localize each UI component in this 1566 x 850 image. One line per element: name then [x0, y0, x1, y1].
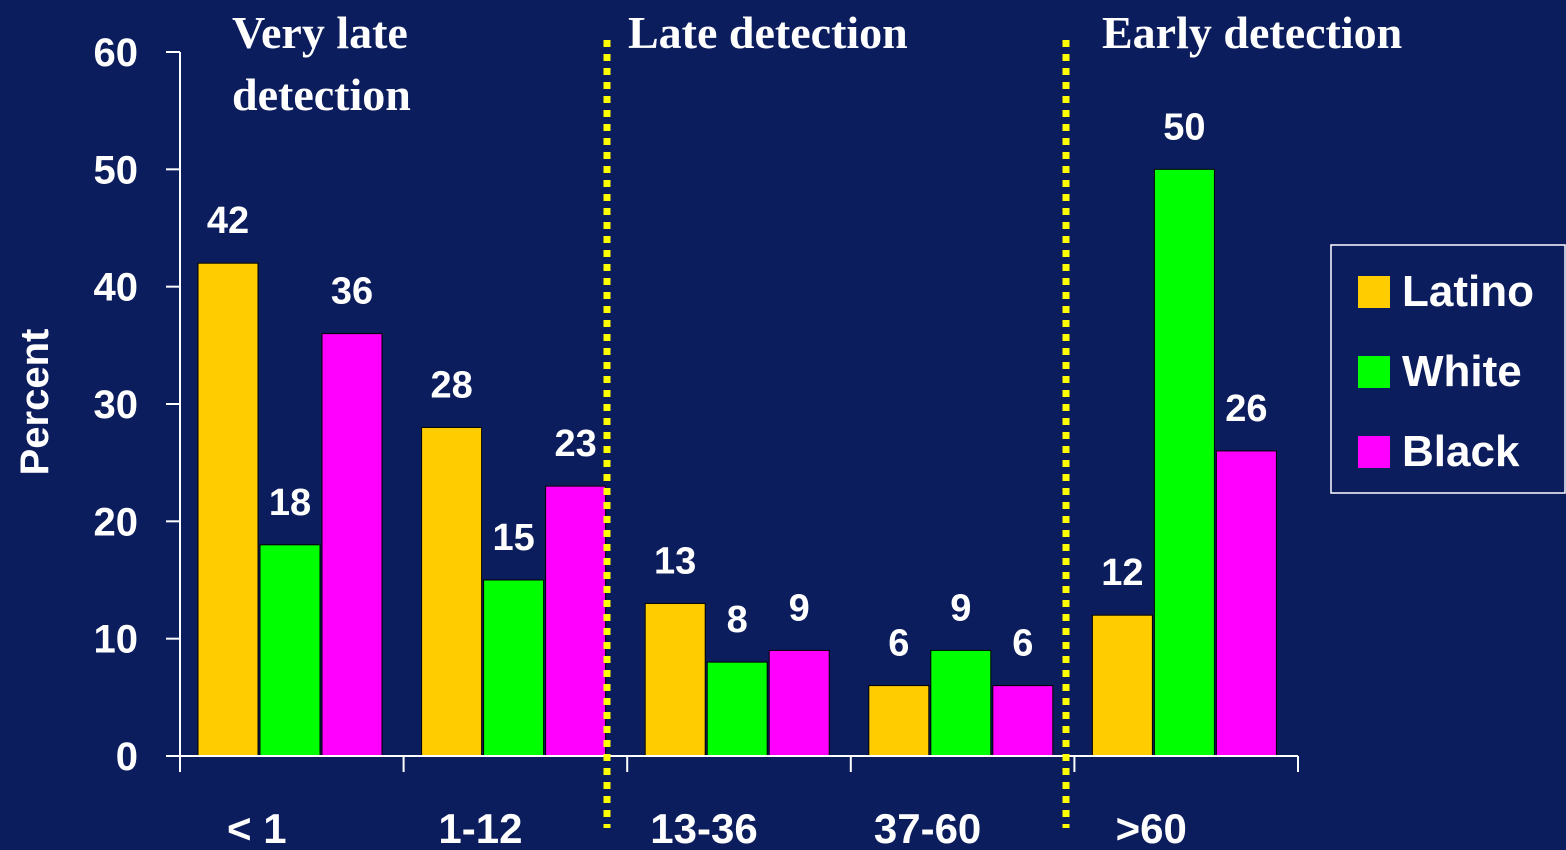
- x-category-label-0: < 1: [227, 805, 287, 850]
- x-category-label-1: 1-12: [438, 805, 522, 850]
- legend-label-latino: Latino: [1402, 267, 1534, 316]
- legend-label-black: Black: [1402, 427, 1520, 476]
- legend-label-white: White: [1402, 347, 1522, 396]
- y-axis-label: Percent: [13, 329, 57, 476]
- y-tick-label-40: 40: [94, 266, 139, 310]
- x-category-label-4: >60: [1116, 805, 1187, 850]
- bar-white-1: [483, 579, 545, 757]
- legend-swatch-white: [1358, 356, 1390, 388]
- bar-black-3: [992, 685, 1054, 757]
- y-tick-label-30: 30: [94, 383, 139, 427]
- value-label-latino-1: 28: [430, 364, 472, 406]
- value-label-latino-3: 6: [888, 623, 909, 665]
- y-tick-label-50: 50: [94, 148, 139, 192]
- bar-latino-4: [1091, 614, 1153, 757]
- bars-group: [197, 168, 1277, 757]
- bar-white-3: [930, 649, 992, 757]
- region-label-0-line-0: Very late: [232, 7, 408, 58]
- bar-white-2: [706, 661, 768, 757]
- region-label-1: Late detection: [628, 7, 908, 58]
- value-label-latino-4: 12: [1101, 552, 1143, 594]
- bar-white-0: [259, 544, 321, 757]
- region-label-0: Very late detection: [232, 7, 411, 120]
- region-label-1-line-0: Late detection: [628, 7, 908, 58]
- region-labels-group: Very late detection Late detection Early de…: [232, 7, 1402, 120]
- value-label-latino-0: 42: [207, 200, 249, 242]
- value-label-black-1: 23: [554, 423, 596, 465]
- x-category-label-3: 37-60: [874, 805, 981, 850]
- region-label-0-line-1: detection: [232, 69, 411, 120]
- y-tick-label-20: 20: [94, 500, 139, 544]
- y-tick-label-0: 0: [116, 735, 138, 779]
- region-label-2-line-0: Early detection: [1102, 7, 1402, 58]
- y-tick-label-60: 60: [94, 31, 139, 75]
- value-label-latino-2: 13: [654, 540, 696, 582]
- value-label-black-3: 6: [1012, 623, 1033, 665]
- x-category-label-2: 13-36: [650, 805, 757, 850]
- bar-latino-3: [868, 685, 930, 757]
- bar-black-1: [545, 485, 607, 757]
- bar-black-0: [321, 333, 383, 757]
- legend-swatch-black: [1358, 436, 1390, 468]
- bar-white-4: [1153, 168, 1215, 757]
- value-label-white-4: 50: [1163, 106, 1205, 148]
- legend-swatch-latino: [1358, 276, 1390, 308]
- value-label-black-0: 36: [331, 271, 373, 313]
- bar-latino-1: [421, 426, 483, 757]
- value-label-white-0: 18: [269, 482, 311, 524]
- axes-group: 0 10 20 30 40 50 60 < 1 1-12 13-36 37-60 >60: [94, 31, 1299, 850]
- bar-latino-2: [644, 602, 706, 757]
- bar-latino-0: [197, 262, 259, 757]
- bar-black-2: [768, 649, 830, 757]
- region-label-2: Early detection: [1102, 7, 1402, 58]
- dividers-group: [603, 40, 1070, 828]
- legend: Latino White Black: [1330, 244, 1566, 494]
- value-label-white-2: 8: [727, 599, 748, 641]
- y-tick-label-10: 10: [94, 618, 139, 662]
- value-label-white-3: 9: [950, 587, 971, 629]
- value-label-white-1: 15: [492, 517, 534, 559]
- legend-box: [1330, 244, 1566, 494]
- value-label-black-4: 26: [1225, 388, 1267, 430]
- value-label-black-2: 9: [789, 587, 810, 629]
- bar-black-4: [1215, 450, 1277, 757]
